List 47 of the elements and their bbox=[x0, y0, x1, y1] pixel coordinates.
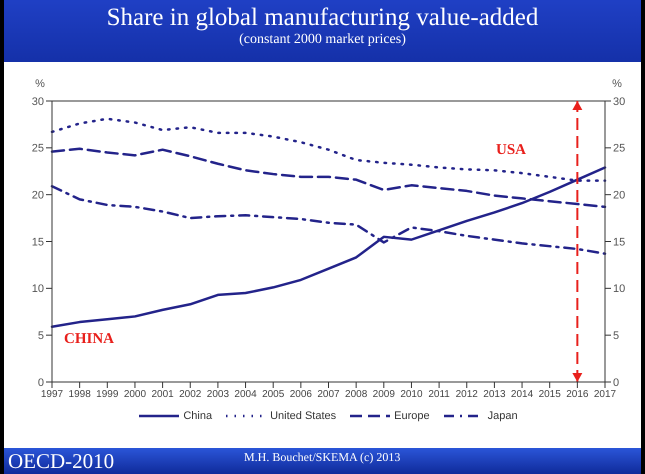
y2-tick-label: 15 bbox=[613, 236, 626, 248]
y2-axis-title: % bbox=[612, 78, 622, 90]
x-tick-label: 2015 bbox=[538, 389, 562, 400]
y-tick-label: 5 bbox=[38, 330, 44, 342]
legend-label: Europe bbox=[393, 410, 430, 422]
x-tick-label: 2000 bbox=[124, 389, 147, 400]
y2-tick-label: 5 bbox=[613, 330, 620, 342]
legend-label: China bbox=[182, 410, 212, 422]
y-tick-label: 15 bbox=[32, 236, 44, 248]
x-tick-label: 1999 bbox=[96, 389, 119, 400]
y2-tick-label: 20 bbox=[613, 190, 626, 202]
annotation: CHINA bbox=[64, 331, 114, 348]
legend-label: Japan bbox=[486, 410, 518, 422]
x-tick-label: 2005 bbox=[262, 389, 285, 400]
y2-tick-label: 25 bbox=[613, 142, 626, 155]
y-tick-label: 10 bbox=[32, 283, 44, 296]
y-tick-label: 25 bbox=[32, 142, 44, 155]
x-tick-label: 2004 bbox=[234, 389, 258, 400]
chart-title: Share in global manufacturing value-added bbox=[106, 4, 540, 32]
y2-tick-label: 10 bbox=[613, 283, 626, 296]
legend-label: United States bbox=[269, 410, 336, 422]
x-tick-label: 2010 bbox=[400, 389, 424, 400]
x-tick-label: 2013 bbox=[483, 389, 506, 400]
annotation: USA bbox=[496, 142, 526, 159]
x-tick-label: 2014 bbox=[510, 389, 534, 400]
x-tick-label: 2007 bbox=[317, 389, 340, 400]
x-tick-label: 2011 bbox=[428, 389, 450, 400]
y-axis-title: % bbox=[35, 78, 46, 90]
y2-tick-label: 0 bbox=[613, 376, 620, 389]
x-tick-label: 2008 bbox=[345, 389, 368, 400]
y-tick-label: 30 bbox=[32, 96, 44, 108]
x-tick-label: 2017 bbox=[594, 389, 617, 400]
y-tick-label: 20 bbox=[32, 190, 44, 202]
chart-subtitle: (constant 2000 market prices) bbox=[238, 32, 407, 48]
x-tick-label: 2001 bbox=[151, 389, 174, 400]
x-tick-label: 2016 bbox=[566, 389, 589, 400]
y-tick-label: 0 bbox=[38, 376, 44, 389]
x-tick-label: 2006 bbox=[290, 389, 312, 400]
text: M.H. Bouchet/SKEMA (c) 2013 bbox=[244, 449, 400, 466]
x-tick-label: 2003 bbox=[206, 389, 230, 400]
x-tick-label: 2002 bbox=[179, 389, 202, 400]
x-tick-label: 1997 bbox=[40, 389, 64, 400]
y2-tick-label: 30 bbox=[613, 96, 626, 108]
text: OECD-2010 bbox=[8, 448, 114, 474]
x-tick-label: 2009 bbox=[372, 389, 396, 400]
x-tick-label: 1998 bbox=[68, 389, 92, 400]
x-tick-label: 2012 bbox=[456, 389, 478, 400]
